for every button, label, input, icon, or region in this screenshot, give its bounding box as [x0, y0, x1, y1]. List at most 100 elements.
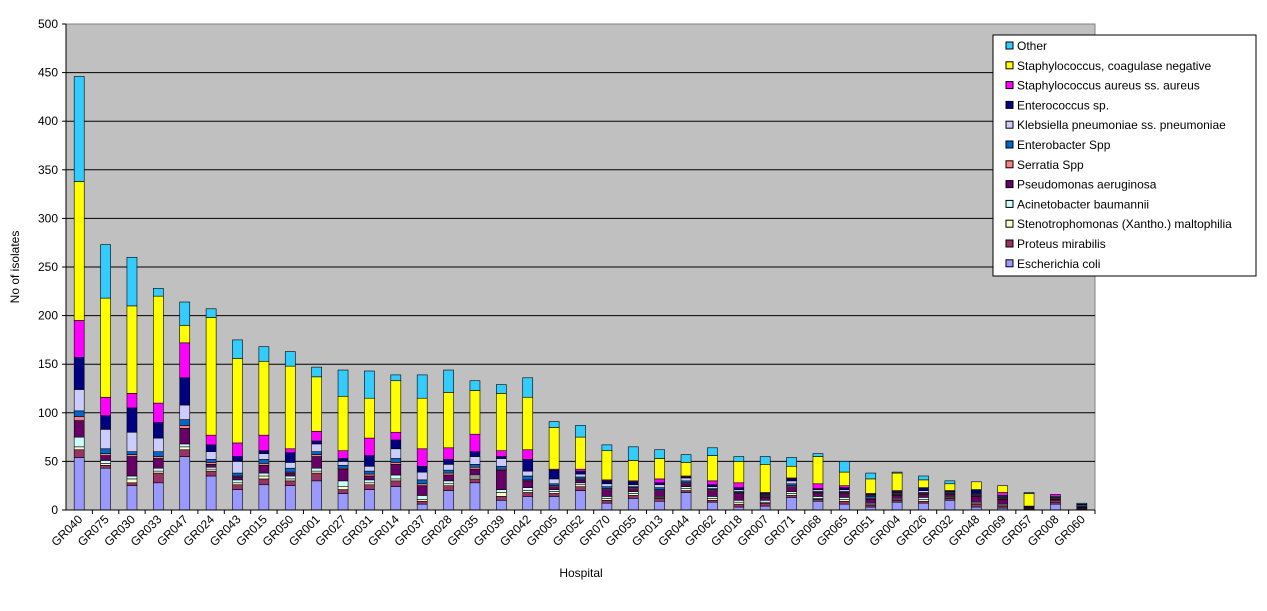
bar-segment	[179, 449, 191, 457]
bar-segment	[496, 458, 507, 467]
bar-segment	[100, 467, 111, 511]
bar-segment	[548, 496, 560, 511]
bar-segment	[496, 492, 507, 497]
bar-segment	[126, 485, 138, 511]
y-tick-label: 100	[38, 406, 58, 420]
bar-segment	[918, 487, 929, 491]
bar-segment	[759, 497, 771, 501]
bar-segment	[284, 467, 296, 473]
bar-segment	[601, 499, 613, 504]
bar-segment	[416, 495, 428, 500]
legend-label: Serratia Spp	[1017, 158, 1084, 172]
y-tick-label: 200	[38, 309, 58, 323]
bar-segment	[364, 465, 375, 472]
bar-segment	[496, 489, 507, 493]
bar-segment	[812, 453, 824, 457]
bar-segment	[179, 325, 191, 344]
bar-segment	[522, 449, 534, 460]
bar-segment	[390, 448, 402, 459]
bar-segment	[311, 456, 322, 469]
bar-segment	[258, 459, 270, 464]
bar-segment	[73, 436, 85, 448]
bar-segment	[522, 487, 534, 491]
bar-segment	[73, 320, 85, 358]
bar-segment	[179, 342, 191, 379]
x-axis-ticks: GR040GR075GR030GR033GR047GR024GR043GR015…	[49, 510, 1096, 549]
bar-segment	[153, 422, 164, 439]
bar-segment	[416, 374, 428, 399]
bar-segment	[416, 485, 428, 496]
bar-segment	[496, 393, 507, 452]
bar-segment	[390, 464, 402, 476]
bar-segment	[970, 489, 982, 494]
bar-segment	[153, 295, 164, 404]
bar-segment	[548, 427, 560, 470]
legend-label: Staphylococcus aureus ss. aureus	[1017, 79, 1200, 93]
bar-segment	[153, 288, 164, 297]
bar-segment	[100, 396, 111, 417]
bar-segment	[73, 449, 85, 458]
bar-segment	[364, 479, 375, 484]
bar-segment	[627, 488, 639, 492]
bar-segment	[205, 444, 217, 452]
bar-segment	[153, 402, 164, 423]
bar-segment	[284, 480, 296, 486]
bar-segment	[126, 305, 138, 394]
bar-segment	[496, 450, 507, 457]
bar-segment	[205, 459, 217, 463]
bar-segment	[707, 501, 718, 511]
bar-segment	[469, 482, 481, 511]
bar-segment	[284, 365, 296, 450]
bar-segment	[416, 471, 428, 481]
bar-segment	[1050, 494, 1061, 497]
bar-segment	[891, 501, 903, 511]
bar-segment	[390, 474, 402, 480]
legend: Other Staphylococcus, coagulase negative S…	[992, 34, 1257, 277]
bar-segment	[654, 458, 665, 480]
bar-segment	[733, 456, 745, 462]
bar-segment	[311, 430, 322, 442]
bar-segment	[258, 450, 270, 454]
bar-segment	[179, 443, 191, 448]
bar-segment	[284, 351, 296, 367]
y-tick-label: 500	[38, 17, 58, 31]
bar-segment	[364, 475, 375, 481]
bar-segment	[126, 475, 138, 480]
legend-swatch	[1005, 41, 1014, 50]
bar-segment	[786, 486, 797, 492]
y-axis-ticks: 0 50 100 150 200 250 300 350 400 450 500	[38, 17, 66, 517]
bar-segment	[416, 448, 428, 467]
bar-segment	[865, 499, 877, 504]
bar-segment	[812, 493, 824, 497]
bar-segment	[575, 436, 586, 470]
bar-segment	[126, 478, 138, 484]
bar-segment	[258, 478, 270, 486]
bar-segment	[627, 495, 639, 499]
bar-segment	[205, 475, 217, 511]
bar-segment	[73, 76, 85, 182]
bar-segment	[126, 482, 138, 486]
bar-segment	[997, 485, 1008, 493]
bar-segment	[153, 437, 164, 452]
bar-segment	[443, 369, 454, 393]
bar-segment	[390, 374, 402, 382]
bar-segment	[284, 452, 296, 463]
legend-swatch	[1005, 239, 1014, 248]
bar-segment	[153, 482, 164, 511]
bar-segment	[258, 484, 270, 511]
bar-segment	[707, 490, 718, 497]
bar-segment	[680, 454, 692, 463]
legend-swatch	[1005, 180, 1014, 189]
bar-segment	[126, 456, 138, 477]
bar-segment	[416, 479, 428, 485]
bar-segment	[337, 395, 349, 452]
bar-segment	[443, 480, 454, 485]
bar-segment	[786, 497, 797, 511]
bar-segment	[205, 451, 217, 460]
bar-segment	[970, 496, 982, 503]
bar-segment	[153, 451, 164, 457]
bar-segment	[311, 467, 322, 472]
bar-segment	[232, 339, 243, 359]
bar-segment	[469, 478, 481, 484]
bar-segment	[759, 505, 771, 511]
